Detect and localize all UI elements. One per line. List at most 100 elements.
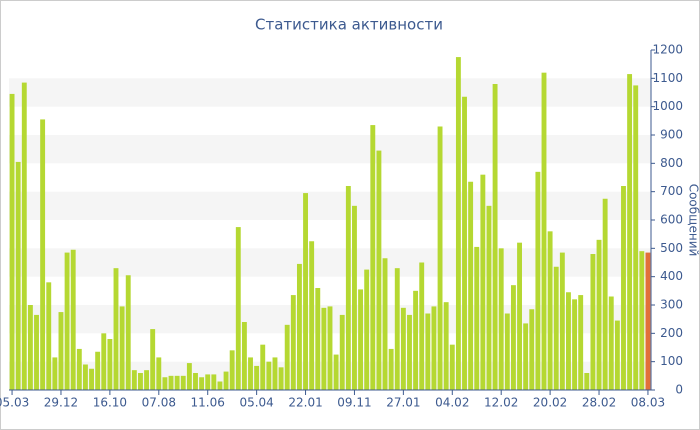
bar — [358, 289, 364, 390]
bar — [211, 374, 217, 390]
grid-stripe — [9, 78, 651, 107]
x-tick-label: 05.03 — [0, 396, 29, 410]
bar — [15, 161, 21, 390]
bar — [517, 242, 522, 390]
bar — [504, 313, 510, 390]
bar — [413, 290, 419, 390]
bar — [566, 292, 571, 390]
bar — [89, 368, 94, 390]
bar — [113, 268, 119, 390]
bar — [296, 263, 302, 390]
bar — [290, 295, 296, 390]
bar — [541, 72, 547, 391]
bar — [364, 269, 370, 390]
bar — [217, 381, 223, 390]
bar — [235, 227, 241, 390]
bar — [125, 275, 131, 390]
bar — [95, 351, 101, 390]
bar — [419, 262, 425, 390]
bar — [174, 375, 180, 390]
bar — [76, 348, 82, 390]
bar — [64, 252, 70, 390]
bar — [272, 357, 278, 390]
bar — [510, 285, 516, 390]
bar — [614, 320, 620, 390]
bar — [437, 126, 443, 390]
bar — [645, 252, 651, 390]
bar — [633, 85, 639, 391]
x-tick-label: 20.02 — [533, 396, 567, 410]
x-tick-label: 27.01 — [386, 396, 420, 410]
bar — [498, 248, 504, 390]
bar — [529, 309, 535, 390]
bar — [321, 307, 327, 390]
bar — [52, 357, 58, 390]
bar — [382, 258, 388, 390]
bar — [82, 364, 88, 390]
x-tick-label: 07.08 — [142, 396, 176, 410]
bar — [468, 181, 474, 390]
bar — [449, 344, 455, 390]
bar — [21, 82, 27, 390]
bar — [241, 322, 247, 390]
bar — [70, 249, 76, 390]
bar — [352, 205, 357, 390]
bar — [596, 239, 602, 390]
x-tick-label: 28.02 — [582, 396, 616, 410]
bar — [107, 339, 113, 390]
bar — [205, 374, 211, 390]
y-tick-label: 1200 — [652, 43, 683, 57]
x-tick-label: 29.12 — [44, 396, 78, 410]
x-tick-label: 04.02 — [435, 396, 469, 410]
bar — [186, 363, 192, 390]
bar — [284, 324, 290, 390]
bar — [199, 377, 205, 390]
bar — [376, 150, 382, 390]
y-tick-label: 700 — [660, 184, 683, 198]
bar — [339, 314, 345, 390]
bar — [168, 375, 174, 390]
bar — [590, 254, 596, 390]
bar — [345, 186, 351, 390]
bar — [425, 313, 431, 390]
bar — [223, 371, 229, 390]
x-tick-label: 22.01 — [288, 396, 322, 410]
bar — [370, 125, 376, 390]
y-tick-label: 500 — [660, 241, 683, 255]
bar — [431, 306, 437, 390]
bar — [9, 93, 15, 391]
bar — [162, 377, 168, 390]
bar — [621, 186, 626, 390]
bar — [474, 246, 480, 390]
x-tick-label: 12.02 — [484, 396, 518, 410]
bar — [309, 241, 315, 390]
bar — [400, 307, 406, 390]
bar — [248, 357, 253, 390]
bar — [278, 367, 284, 390]
bar — [394, 268, 400, 390]
bar — [388, 348, 394, 390]
bar — [150, 329, 156, 390]
bar — [627, 74, 633, 390]
bar — [443, 302, 449, 390]
bar — [101, 333, 107, 390]
bar — [144, 370, 150, 390]
bar — [553, 266, 559, 390]
x-tick-label: 11.06 — [191, 396, 225, 410]
bar — [639, 251, 645, 390]
bar — [523, 323, 529, 390]
y-tick-label: 900 — [660, 128, 683, 142]
y-tick-label: 300 — [660, 298, 683, 312]
bar — [333, 354, 339, 390]
y-tick-label: 100 — [660, 354, 683, 368]
bar — [46, 282, 52, 390]
y-tick-label: 800 — [660, 156, 683, 170]
bar — [407, 314, 412, 390]
grid-stripe — [9, 135, 651, 164]
bar — [34, 314, 39, 390]
x-tick-label: 05.04 — [239, 396, 273, 410]
bar — [119, 306, 125, 390]
bar — [559, 252, 565, 390]
bar — [180, 375, 186, 390]
